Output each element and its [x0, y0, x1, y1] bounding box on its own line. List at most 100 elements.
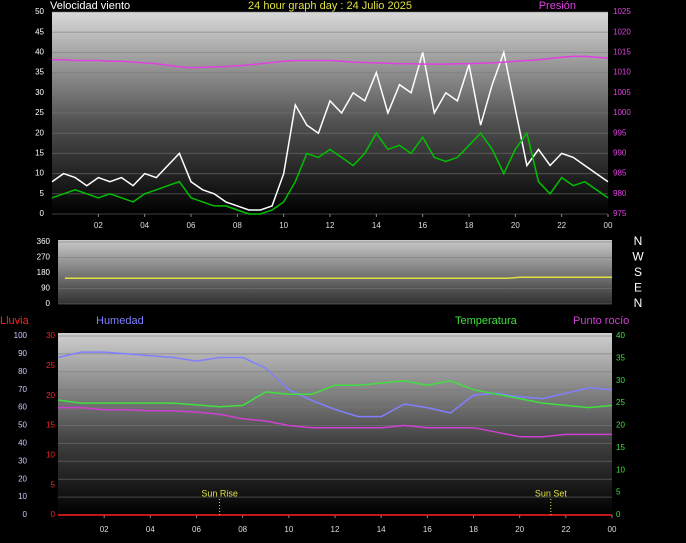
- legend-entry: Punto rocío: [573, 315, 629, 327]
- x-tick-label: 06: [192, 525, 201, 534]
- x-tick-label: 20: [511, 221, 520, 230]
- legend-entry: Humedad: [96, 315, 144, 327]
- x-tick-label: 16: [423, 525, 432, 534]
- y2-tick-label: 15: [616, 443, 625, 452]
- y-tick-label: 360: [37, 237, 51, 246]
- y-tick-label: 5: [40, 189, 45, 198]
- y3-tick-label: 30: [46, 331, 55, 340]
- y-tick-label: 90: [41, 284, 50, 293]
- series-line: [51, 131, 609, 215]
- y-tick-label: 0: [46, 299, 51, 308]
- x-tick-label: 22: [561, 525, 570, 534]
- y2-tick-label: 1010: [613, 68, 631, 77]
- y-tick-label: 10: [35, 169, 44, 178]
- series-line: [52, 55, 609, 69]
- y-tick-label: 30: [35, 88, 44, 97]
- y2-tick-label: 1025: [613, 7, 631, 16]
- x-tick-label: 06: [187, 221, 196, 230]
- y3-tick-label: 0: [51, 510, 56, 519]
- series-line: [64, 276, 612, 279]
- y-tick-label: 90: [18, 349, 27, 358]
- y-tick-label: 25: [35, 108, 44, 117]
- y-tick-label: 70: [18, 385, 27, 394]
- x-tick-label: 02: [100, 525, 109, 534]
- y2-tick-label: 985: [613, 169, 627, 178]
- y2-tick-label: 5: [616, 488, 621, 497]
- y3-tick-label: 5: [51, 480, 56, 489]
- annotation: Sun Rise: [201, 488, 238, 498]
- series-line: [57, 380, 613, 409]
- y-tick-label: 0: [40, 209, 45, 218]
- x-tick-label: 00: [608, 525, 617, 534]
- y2-axis-label: Presión: [539, 0, 576, 12]
- y-tick-label: 60: [18, 403, 27, 412]
- y2-tick-label: 1005: [613, 88, 631, 97]
- x-tick-label: 12: [326, 221, 335, 230]
- y2-tick-label: 0: [616, 510, 621, 519]
- y-axis-label: Velocidad viento: [50, 0, 130, 12]
- x-tick-label: 18: [465, 221, 474, 230]
- y-tick-label: 30: [18, 456, 27, 465]
- y-tick-label: 100: [14, 331, 28, 340]
- y2-tick-label: 10: [616, 465, 625, 474]
- y3-tick-label: 10: [46, 450, 55, 459]
- y2-tick-label: 990: [613, 149, 627, 158]
- panel-direction: [58, 240, 612, 304]
- series-line: [58, 406, 612, 438]
- y-tick-label: 10: [18, 492, 27, 501]
- legend-entry: Temperatura: [455, 315, 518, 327]
- y-tick-label: 50: [35, 7, 44, 16]
- y-tick-label: 80: [18, 367, 27, 376]
- y-tick-label: 35: [35, 68, 44, 77]
- x-tick-label: 10: [279, 221, 288, 230]
- y-tick-label: 180: [37, 268, 51, 277]
- y2-tick-label: N: [634, 234, 643, 248]
- y2-tick-label: 975: [613, 209, 627, 218]
- y2-tick-label: 995: [613, 128, 627, 137]
- y2-tick-label: 30: [616, 376, 625, 385]
- x-tick-label: 08: [238, 525, 247, 534]
- y-tick-label: 45: [35, 27, 44, 36]
- y-tick-label: 40: [18, 439, 27, 448]
- x-tick-label: 18: [469, 525, 478, 534]
- y3-tick-label: 20: [46, 391, 55, 400]
- y2-tick-label: 25: [616, 398, 625, 407]
- x-tick-label: 22: [557, 221, 566, 230]
- panel-temperature: [58, 333, 612, 515]
- y-tick-label: 40: [35, 48, 44, 57]
- chart-title: 24 hour graph day : 24 Julio 2025: [248, 0, 412, 12]
- x-tick-label: 04: [140, 221, 149, 230]
- x-tick-label: 02: [94, 221, 103, 230]
- y-tick-label: 0: [23, 510, 28, 519]
- x-tick-label: 12: [331, 525, 340, 534]
- x-tick-label: 10: [284, 525, 293, 534]
- y-tick-label: 15: [35, 149, 44, 158]
- x-tick-label: 14: [377, 525, 386, 534]
- y2-tick-label: 980: [613, 189, 627, 198]
- y2-tick-label: 1000: [613, 108, 631, 117]
- y-tick-label: 270: [37, 253, 51, 262]
- y-tick-label: 50: [18, 421, 27, 430]
- y2-tick-label: S: [634, 265, 642, 279]
- y2-tick-label: 1020: [613, 27, 631, 36]
- x-tick-label: 00: [604, 221, 613, 230]
- y-tick-label: 20: [18, 474, 27, 483]
- legend-entry: Lluvia: [0, 315, 30, 327]
- series-line: [51, 49, 609, 211]
- y2-tick-label: W: [632, 250, 644, 264]
- y2-tick-label: 40: [616, 331, 625, 340]
- y2-tick-label: N: [634, 296, 643, 310]
- y2-tick-label: 35: [616, 353, 625, 362]
- y-tick-label: 20: [35, 128, 44, 137]
- annotation: Sun Set: [535, 488, 568, 498]
- x-tick-label: 04: [146, 525, 155, 534]
- x-tick-label: 08: [233, 221, 242, 230]
- x-tick-label: 20: [515, 525, 524, 534]
- series-line: [57, 351, 613, 418]
- y3-tick-label: 15: [46, 421, 55, 430]
- y2-tick-label: 1015: [613, 48, 631, 57]
- y2-tick-label: 20: [616, 421, 625, 430]
- y3-tick-label: 25: [46, 361, 55, 370]
- x-tick-label: 16: [418, 221, 427, 230]
